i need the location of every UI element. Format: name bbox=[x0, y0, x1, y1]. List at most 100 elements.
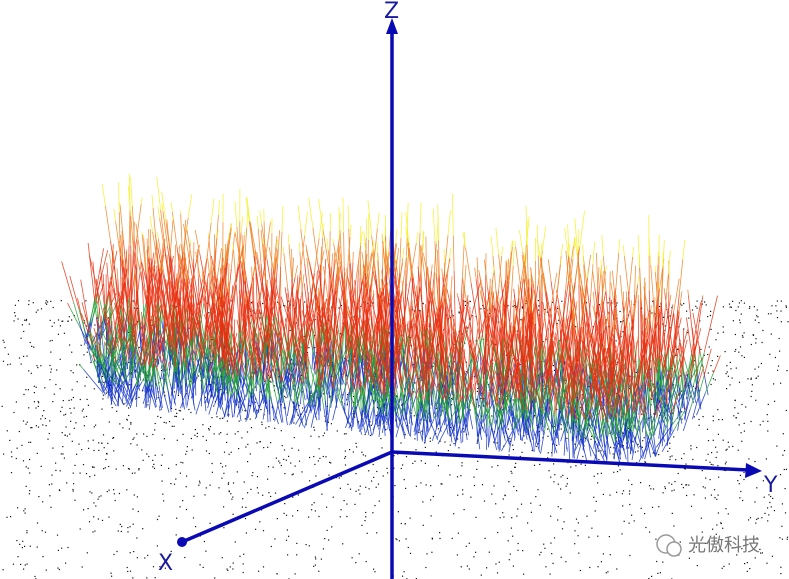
ray bbox=[515, 246, 521, 282]
ray bbox=[129, 254, 131, 279]
dot bbox=[562, 474, 564, 476]
dot bbox=[208, 428, 210, 430]
dot bbox=[361, 524, 363, 526]
dot bbox=[685, 463, 687, 465]
dot bbox=[314, 334, 316, 337]
ray bbox=[116, 334, 122, 348]
ray bbox=[227, 263, 230, 288]
dot bbox=[688, 484, 690, 486]
dot bbox=[463, 509, 465, 511]
ray bbox=[692, 312, 701, 354]
dot bbox=[738, 424, 740, 426]
dot bbox=[130, 443, 132, 445]
dot bbox=[539, 504, 541, 506]
ray bbox=[367, 200, 373, 237]
ray bbox=[115, 304, 129, 349]
dot bbox=[517, 542, 519, 545]
dot bbox=[734, 333, 736, 336]
ray bbox=[344, 278, 347, 301]
dot bbox=[548, 470, 550, 472]
dot bbox=[715, 533, 717, 535]
ray bbox=[112, 368, 115, 375]
dot bbox=[197, 303, 199, 305]
dot bbox=[268, 426, 270, 428]
dot bbox=[87, 347, 89, 349]
dot bbox=[93, 502, 95, 504]
dot bbox=[138, 469, 140, 471]
dot bbox=[756, 487, 758, 489]
dot bbox=[523, 435, 525, 437]
dot bbox=[26, 532, 28, 534]
dot bbox=[93, 449, 95, 452]
dot bbox=[497, 531, 499, 534]
dot bbox=[106, 491, 108, 493]
dot bbox=[70, 420, 72, 422]
dot bbox=[669, 315, 671, 317]
dot bbox=[331, 346, 333, 348]
ray bbox=[622, 245, 625, 257]
ray bbox=[143, 237, 147, 273]
dot bbox=[770, 495, 772, 498]
dot bbox=[538, 305, 540, 307]
ray bbox=[498, 255, 503, 292]
ray bbox=[201, 271, 206, 297]
ray bbox=[295, 335, 302, 353]
dot bbox=[469, 300, 471, 303]
dot bbox=[695, 305, 697, 307]
dot bbox=[64, 434, 66, 436]
dot bbox=[10, 451, 13, 453]
dot bbox=[640, 482, 642, 484]
ray bbox=[207, 349, 210, 370]
dot bbox=[161, 454, 163, 456]
dot bbox=[261, 423, 263, 426]
ray bbox=[363, 231, 366, 251]
dot bbox=[68, 316, 70, 318]
dot bbox=[50, 368, 52, 370]
ray bbox=[111, 289, 113, 305]
dot bbox=[484, 307, 486, 309]
ray bbox=[252, 264, 256, 279]
dot bbox=[258, 570, 260, 572]
dot bbox=[86, 552, 88, 554]
dot bbox=[274, 427, 276, 429]
ray bbox=[347, 237, 351, 273]
dot bbox=[249, 405, 251, 407]
dot bbox=[655, 538, 657, 540]
dot bbox=[433, 362, 435, 364]
dot bbox=[574, 443, 576, 445]
dot bbox=[252, 310, 254, 312]
dot bbox=[296, 408, 298, 411]
dot bbox=[439, 537, 441, 540]
dot bbox=[592, 326, 594, 328]
dot bbox=[493, 441, 495, 443]
dot bbox=[71, 389, 73, 391]
dot bbox=[645, 461, 647, 463]
ray bbox=[67, 302, 71, 309]
dot bbox=[451, 404, 453, 406]
ray bbox=[326, 298, 333, 349]
ray bbox=[578, 284, 581, 343]
dot bbox=[36, 546, 38, 548]
dot bbox=[651, 575, 653, 577]
dot bbox=[779, 537, 781, 539]
dot bbox=[154, 422, 156, 425]
dot bbox=[73, 427, 75, 429]
dot bbox=[15, 401, 17, 403]
dot bbox=[203, 540, 205, 543]
dot bbox=[406, 425, 408, 427]
dot bbox=[53, 393, 55, 395]
ray bbox=[106, 323, 109, 341]
dot bbox=[216, 416, 218, 418]
dot bbox=[767, 313, 770, 315]
ray bbox=[156, 232, 159, 239]
dot bbox=[520, 319, 522, 321]
dot bbox=[83, 322, 85, 324]
dot bbox=[509, 438, 511, 440]
dot bbox=[283, 449, 286, 451]
dot bbox=[440, 483, 442, 485]
dot bbox=[456, 554, 458, 556]
dot bbox=[710, 310, 712, 312]
dot bbox=[577, 522, 579, 524]
ray bbox=[510, 240, 513, 252]
ray bbox=[688, 295, 695, 354]
